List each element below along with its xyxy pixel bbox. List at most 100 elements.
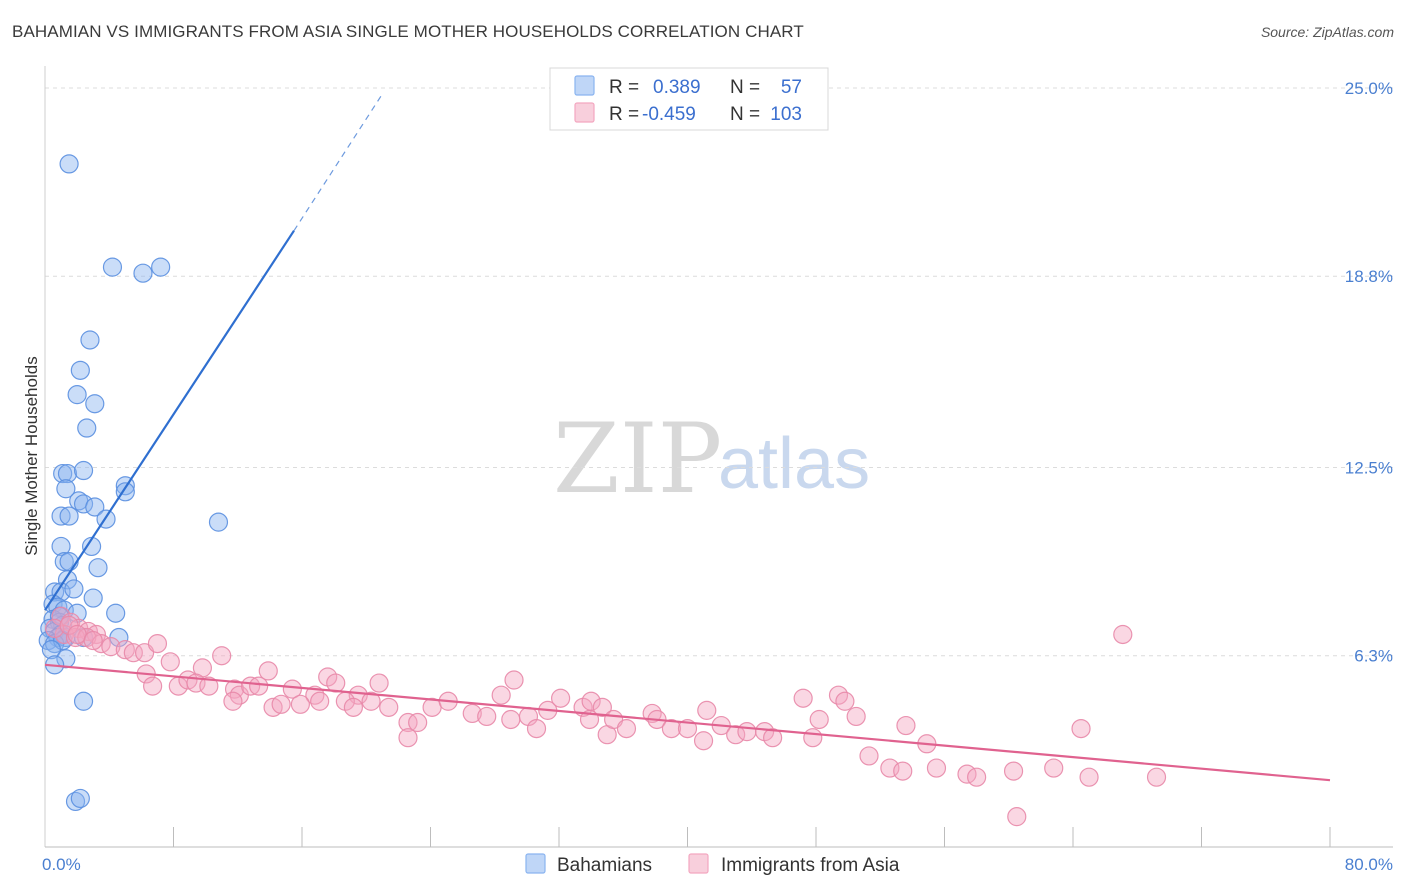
immigrant-point-71 xyxy=(697,700,717,720)
bahamian-point-55 xyxy=(70,788,90,809)
bahamian-point-2 xyxy=(133,263,153,283)
bahamian-point-25 xyxy=(59,552,79,572)
immigrant-point-19 xyxy=(160,652,180,672)
immigrant-point-58 xyxy=(551,688,571,708)
bahamian-point-21 xyxy=(208,512,229,532)
legend-r-value-1: -0.459 xyxy=(642,104,696,125)
immigrant-point-96 xyxy=(1146,767,1167,787)
immigrant-point-9 xyxy=(101,637,121,657)
immigrant-point-37 xyxy=(369,673,389,693)
immigrant-point-88 xyxy=(926,758,947,778)
legend: R = 0.389 N = 57 R = -0.459 N = 103 xyxy=(549,67,829,131)
immigrant-point-54 xyxy=(501,709,521,730)
legend-swatch-bahamians xyxy=(574,75,595,96)
immigrant-point-91 xyxy=(1003,761,1024,781)
immigrant-point-65 xyxy=(616,718,637,739)
immigrant-point-86 xyxy=(896,715,916,736)
immigrant-point-70 xyxy=(693,731,714,751)
watermark-atlas: atlas xyxy=(718,424,870,504)
immigrant-point-11 xyxy=(123,643,143,663)
immigrant-point-68 xyxy=(661,718,682,739)
immigrant-point-27 xyxy=(199,676,219,696)
immigrant-point-92 xyxy=(1007,807,1027,827)
legend-n-value-0: 57 xyxy=(781,77,802,98)
immigrant-point-90 xyxy=(967,767,987,787)
y-tick-labels: 6.3% 12.5% 18.8% 25.0% xyxy=(1345,79,1393,666)
bahamian-point-9 xyxy=(53,463,73,484)
trend-lines xyxy=(44,93,1331,782)
x-tick-label-max: 80.0% xyxy=(1345,855,1393,874)
immigrant-point-18 xyxy=(212,646,232,666)
immigrant-point-85 xyxy=(893,761,913,781)
bahamian-point-17 xyxy=(85,497,105,517)
bahamian-point-0 xyxy=(59,154,79,174)
immigrant-point-16 xyxy=(67,624,87,645)
y-tick-label-2: 18.8% xyxy=(1345,267,1393,286)
y-axis-label: Single Mother Households xyxy=(22,356,41,555)
bahamian-point-16 xyxy=(73,494,94,514)
immigrant-point-83 xyxy=(859,746,879,766)
watermark-zip: ZIP xyxy=(553,403,722,515)
bahamian-point-1 xyxy=(102,257,123,277)
immigrant-point-40 xyxy=(271,694,291,714)
immigrant-point-69 xyxy=(677,718,698,739)
immigrant-point-21 xyxy=(258,661,278,681)
bottom-legend: Bahamians Immigrants from Asia xyxy=(525,853,900,876)
bottom-legend-swatch-immigrants xyxy=(688,853,709,874)
immigrant-point-79 xyxy=(809,709,829,730)
bahamian-trend-line xyxy=(44,230,295,611)
immigrant-point-46 xyxy=(379,697,399,717)
x-tick-labels: 0.0% 80.0% xyxy=(42,855,1393,874)
immigrant-point-41 xyxy=(290,694,310,714)
bahamian-point-53 xyxy=(73,691,94,711)
legend-r-label-1: R = xyxy=(609,104,639,125)
x-tick-label-min: 0.0% xyxy=(42,855,81,874)
bahamian-point-19 xyxy=(59,506,79,526)
immigrant-point-73 xyxy=(726,725,746,745)
immigrant-point-52 xyxy=(477,706,497,727)
immigrant-trend-line xyxy=(44,663,1331,782)
immigrant-point-94 xyxy=(1071,718,1091,739)
immigrant-point-76 xyxy=(763,728,783,748)
immigrant-point-30 xyxy=(241,676,261,696)
immigrant-point-100 xyxy=(504,670,524,690)
y-tick-label-3: 25.0% xyxy=(1345,79,1393,98)
bahamian-point-50 xyxy=(41,640,62,660)
immigrant-point-53 xyxy=(491,685,511,705)
chart-title: BAHAMIAN VS IMMIGRANTS FROM ASIA SINGLE … xyxy=(12,22,804,41)
immigrant-point-14 xyxy=(45,618,65,639)
legend-swatch-immigrants xyxy=(574,102,595,123)
bahamian-trend-extension xyxy=(293,93,383,232)
immigrant-point-97 xyxy=(1113,624,1133,645)
bahamian-point-4 xyxy=(80,330,100,350)
immigrant-point-17 xyxy=(83,630,103,651)
watermark: ZIP atlas xyxy=(553,403,870,515)
legend-n-label-1: N = xyxy=(730,104,760,125)
bahamian-point-6 xyxy=(67,385,87,405)
immigrant-point-93 xyxy=(1044,758,1064,778)
bahamian-point-11 xyxy=(73,460,94,481)
immigrant-point-74 xyxy=(737,722,757,742)
immigrant-point-38 xyxy=(223,691,243,711)
bahamian-point-18 xyxy=(51,506,71,526)
immigrant-point-48 xyxy=(408,712,428,733)
immigrant-point-35 xyxy=(326,673,346,693)
bahamian-point-10 xyxy=(57,463,78,484)
bahamian-point-5 xyxy=(70,360,90,380)
immigrant-point-32 xyxy=(282,679,302,699)
legend-frame xyxy=(549,67,829,131)
bahamian-point-3 xyxy=(151,257,171,277)
bahamian-point-14 xyxy=(56,479,76,499)
legend-n-value-1: 103 xyxy=(770,104,802,125)
bahamian-point-7 xyxy=(85,394,105,414)
gridlines xyxy=(45,87,1393,657)
bahamian-point-26 xyxy=(88,558,108,578)
axes xyxy=(44,66,1393,848)
legend-r-value-0: 0.389 xyxy=(653,77,701,98)
chart-source: Source: ZipAtlas.com xyxy=(1260,24,1394,40)
bottom-legend-label-immigrants: Immigrants from Asia xyxy=(721,855,900,876)
bottom-legend-label-bahamians: Bahamians xyxy=(557,855,652,876)
immigrant-point-51 xyxy=(462,703,482,724)
bahamian-point-31 xyxy=(83,588,103,608)
